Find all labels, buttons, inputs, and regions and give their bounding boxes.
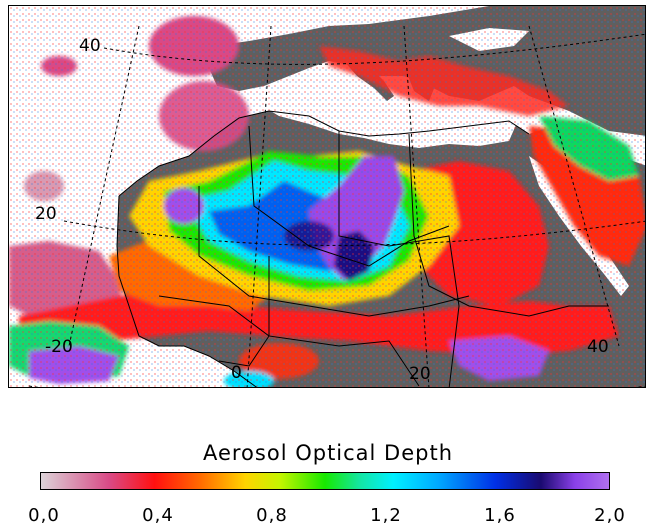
grid-label-lon-minus20: -20 <box>45 337 73 357</box>
lon-0-line <box>246 25 272 387</box>
grid-label-lon-0: 0 <box>231 363 242 383</box>
colorbar-tick-0: 0,0 <box>28 505 60 526</box>
colorbar-tick-1: 0,4 <box>142 505 174 526</box>
map-canvas <box>9 6 645 387</box>
colorbar-tick-2: 0,8 <box>256 505 288 526</box>
lon-minus20-line <box>68 25 140 347</box>
grid-label-lon-20: 20 <box>409 364 431 384</box>
legend-title: Aerosol Optical Depth <box>202 441 454 465</box>
lon-40-line <box>528 25 620 347</box>
speckle-overlay <box>9 6 645 387</box>
borders <box>116 110 609 387</box>
colorbar-tick-4: 1,6 <box>484 505 516 526</box>
lat-20-line <box>63 220 645 246</box>
lon-20-line <box>403 25 430 387</box>
grid-label-lon-40: 40 <box>587 337 609 357</box>
lat-40-line <box>103 33 645 65</box>
grid-label-lat-20: 20 <box>35 204 57 224</box>
aerosol-map: 40 20 -20 0 20 40 <box>8 5 646 388</box>
colorbar-tick-3: 1,2 <box>370 505 402 526</box>
colorbar <box>40 472 610 490</box>
grid-label-lat-40: 40 <box>79 36 101 56</box>
colorbar-tick-5: 2,0 <box>594 505 626 526</box>
graticule <box>28 25 645 387</box>
